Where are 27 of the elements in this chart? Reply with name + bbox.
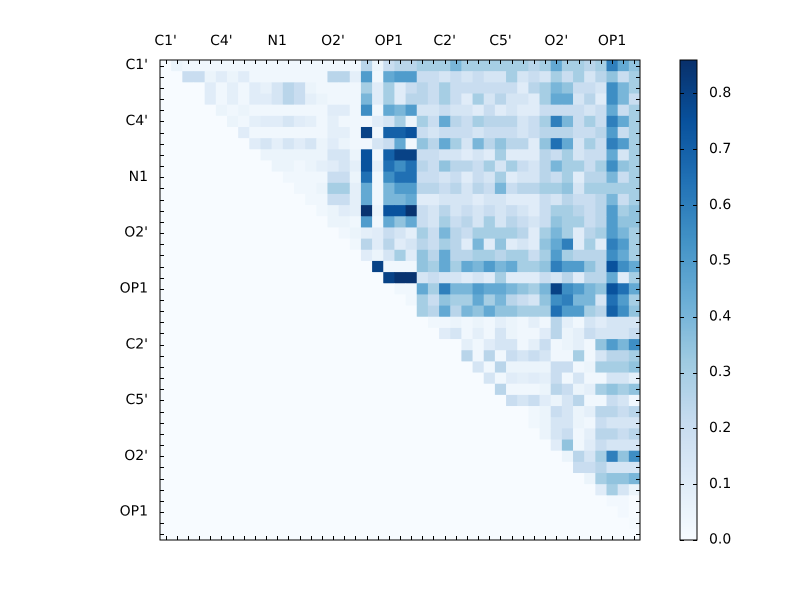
color-bar-label: 0.8 xyxy=(709,85,732,102)
y-tick-label: O2' xyxy=(124,224,148,241)
x-tick-label: C4' xyxy=(210,33,233,50)
y-tick-label: C4' xyxy=(125,113,148,130)
color-bar-label: 0.7 xyxy=(709,140,732,157)
y-tick-label: O2' xyxy=(124,448,148,464)
y-tick-label: OP1 xyxy=(120,504,148,520)
color-bar-label: 0.1 xyxy=(709,476,732,492)
x-tick-label: OP1 xyxy=(598,33,626,50)
x-tick-label: O2' xyxy=(321,33,345,50)
x-tick-label: C2' xyxy=(433,33,456,50)
y-tick-label: N1 xyxy=(128,168,148,185)
color-bar-label: 0.0 xyxy=(709,532,732,548)
x-tick-label: O2' xyxy=(544,33,568,50)
y-tick-label: C5' xyxy=(125,392,148,408)
x-tick-label: C1' xyxy=(154,33,177,50)
x-tick-label: N1 xyxy=(268,33,287,50)
y-tick-label: C1' xyxy=(125,57,148,74)
color-bar-label: 0.6 xyxy=(709,196,732,213)
y-tick-label: C2' xyxy=(125,336,148,352)
color-bar-label: 0.3 xyxy=(709,364,732,380)
color-bar-label: 0.4 xyxy=(709,308,732,324)
x-tick-label: OP1 xyxy=(374,33,404,50)
y-tick-label: OP1 xyxy=(120,280,148,296)
x-tick-label: C5' xyxy=(489,33,512,50)
color-bar-label: 0.5 xyxy=(709,252,732,269)
color-bar-label: 0.2 xyxy=(709,420,732,436)
